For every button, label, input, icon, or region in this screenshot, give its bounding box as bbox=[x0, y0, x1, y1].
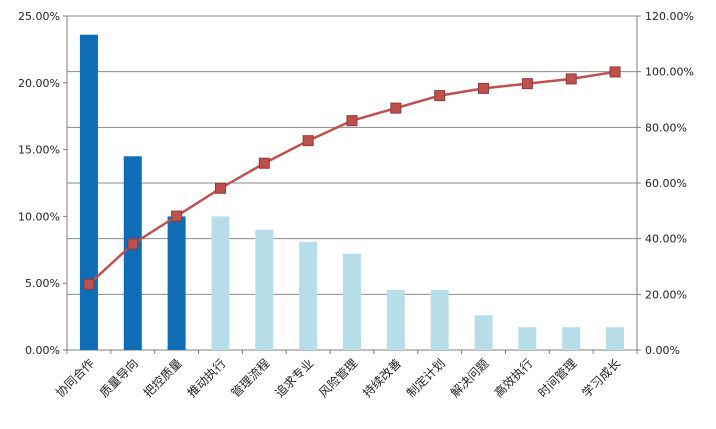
line-point bbox=[346, 115, 358, 127]
line-point bbox=[478, 82, 490, 94]
y-right-tick-label: 60.00% bbox=[645, 177, 687, 190]
x-category-label: 推动执行 bbox=[185, 356, 229, 400]
y-left-tick-label: 20.00% bbox=[18, 77, 60, 90]
x-category-label: 持续改善 bbox=[359, 356, 404, 401]
y-right-tick-label: 0.00% bbox=[645, 344, 680, 357]
y-left-tick-label: 25.00% bbox=[18, 10, 60, 23]
x-category-label: 学习成长 bbox=[579, 356, 624, 401]
y-left-tick-label: 15.00% bbox=[18, 144, 60, 157]
bar bbox=[518, 327, 537, 350]
bar bbox=[386, 289, 405, 350]
x-category-label: 质量导向 bbox=[96, 356, 141, 401]
bar bbox=[562, 327, 581, 350]
bar bbox=[211, 216, 230, 350]
line-point bbox=[434, 90, 446, 102]
y-right-tick-label: 20.00% bbox=[645, 288, 687, 301]
bar bbox=[606, 327, 625, 350]
x-category-label: 时间管理 bbox=[535, 356, 580, 401]
x-category-label: 高效执行 bbox=[491, 356, 536, 401]
bar bbox=[474, 315, 493, 350]
bar bbox=[167, 216, 186, 350]
line-point bbox=[302, 135, 314, 147]
y-right-tick-label: 80.00% bbox=[645, 121, 687, 134]
x-category-label: 解决问题 bbox=[448, 356, 492, 400]
bar bbox=[299, 241, 318, 350]
bar bbox=[343, 253, 361, 350]
line-point bbox=[171, 210, 183, 222]
y-right-tick-label: 100.00% bbox=[645, 66, 694, 79]
line-point bbox=[609, 66, 621, 78]
bar bbox=[430, 289, 449, 350]
x-category-label: 把控质量 bbox=[141, 356, 185, 400]
line-point bbox=[83, 278, 95, 290]
y-left-tick-label: 10.00% bbox=[18, 210, 60, 223]
line-point bbox=[127, 238, 139, 250]
y-left-tick-label: 5.00% bbox=[25, 277, 60, 290]
x-category-label: 风险管理 bbox=[316, 356, 361, 401]
y-right-tick-label: 120.00% bbox=[645, 10, 694, 23]
x-category-label: 追求专业 bbox=[272, 356, 317, 401]
bar bbox=[255, 229, 274, 350]
line-point bbox=[390, 102, 402, 114]
bar bbox=[123, 156, 142, 350]
x-category-label: 制定计划 bbox=[403, 356, 448, 401]
bar bbox=[79, 34, 98, 350]
x-category-label: 协同合作 bbox=[52, 356, 97, 401]
line-point bbox=[258, 157, 270, 169]
y-left-tick-label: 0.00% bbox=[25, 344, 60, 357]
y-right-tick-label: 40.00% bbox=[645, 233, 687, 246]
line-point bbox=[214, 182, 226, 194]
line-point bbox=[565, 73, 577, 85]
line-point bbox=[521, 78, 533, 90]
x-category-label: 管理流程 bbox=[228, 356, 273, 401]
